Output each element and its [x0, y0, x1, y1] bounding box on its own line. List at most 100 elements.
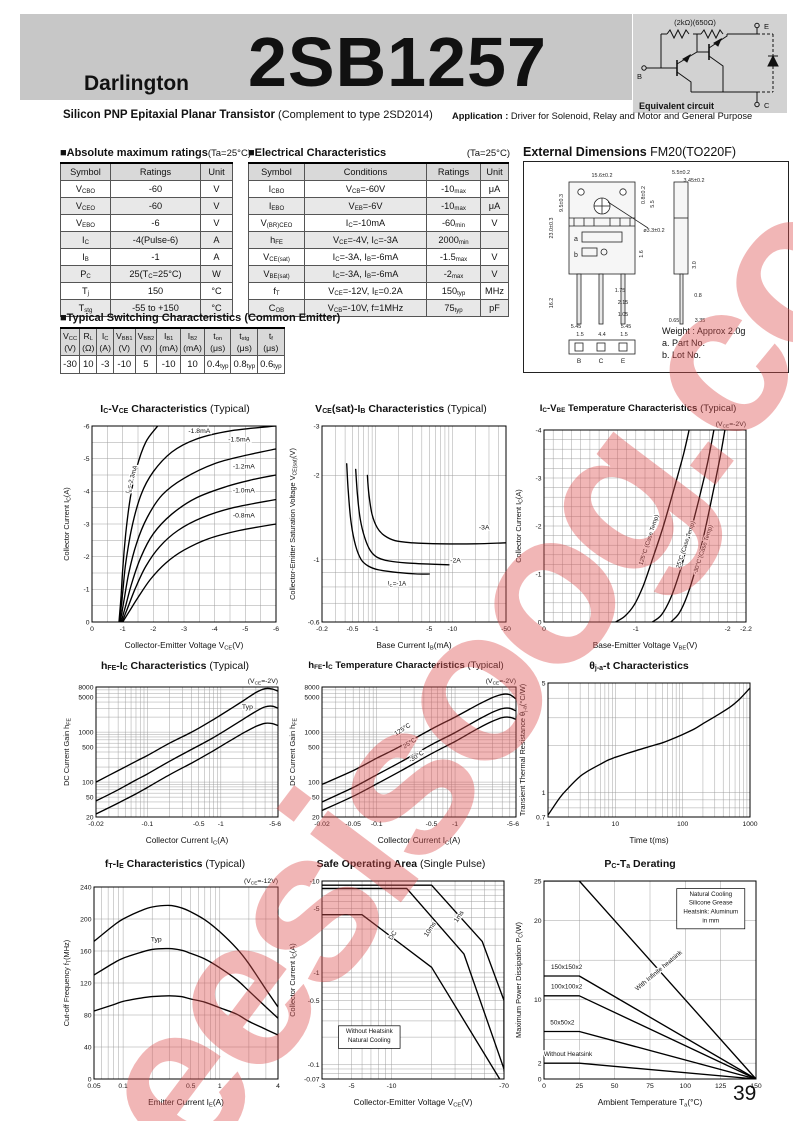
column-header: RL (Ω): [79, 327, 98, 356]
cell: VCE=-4V, IC=-3A: [304, 231, 427, 249]
cell: V(BR)CEO: [248, 214, 305, 232]
svg-text:1: 1: [546, 821, 550, 828]
svg-text:Typ: Typ: [151, 936, 162, 943]
svg-text:20: 20: [534, 918, 542, 925]
chart-plot: -0.2 -0.5 -1 -5 -10 -50 -3 -2 -1 -0.6 IC=-1A -2A -3A…: [288, 423, 511, 651]
svg-text:4.4: 4.4: [598, 332, 606, 338]
svg-text:0: 0: [538, 1076, 542, 1083]
svg-text:125: 125: [715, 1083, 727, 1090]
svg-text:in mm: in mm: [702, 917, 719, 924]
abs-max-condition: (Ta=25°C): [207, 148, 251, 159]
svg-text:Collector Current IC(A): Collector Current IC(A): [514, 489, 525, 563]
svg-text:125°C: 125°C: [393, 721, 413, 738]
svg-text:-4: -4: [83, 489, 89, 496]
svg-text:Without Heatsink: Without Heatsink: [544, 1051, 593, 1058]
series-min: [95, 722, 279, 815]
table-row: VCE(sat) IC=-3A, IB=-6mA -1.5max V: [248, 248, 509, 266]
svg-text:500: 500: [308, 744, 320, 751]
svg-text:Base-Emitter Voltage VBE(V): Base-Emitter Voltage VBE(V): [593, 640, 698, 652]
svg-text:Heatsink: Aluminum: Heatsink: Aluminum: [683, 909, 738, 916]
svg-text:-1.8mA: -1.8mA: [188, 428, 210, 435]
switching-table: VCC (V) RL (Ω) IC (A) VBB1 (V) VBB2 (V) IB1 (mA) IB2…: [59, 327, 522, 374]
svg-text:-0.5: -0.5: [347, 626, 359, 633]
svg-text:160: 160: [80, 948, 92, 955]
cell: VEBO: [60, 214, 111, 232]
svg-text:23.0±0.3: 23.0±0.3: [549, 218, 555, 239]
svg-text:120: 120: [80, 980, 92, 987]
table-row: VCEO -60 V: [60, 197, 233, 215]
cell: -4(Pulse-6): [110, 231, 201, 249]
cell: -10max: [426, 197, 481, 215]
svg-text:Collector Current IC(A): Collector Current IC(A): [146, 835, 229, 847]
cell: 150: [110, 282, 201, 300]
cell: 2000min: [426, 231, 481, 249]
svg-text:5: 5: [542, 680, 546, 687]
table-row: VBE(sat) IC=-3A, IB=-6mA -2max V: [248, 265, 509, 283]
svg-text:-6: -6: [273, 626, 279, 633]
svg-text:0.8±0.2: 0.8±0.2: [641, 186, 647, 204]
column-header: Conditions: [304, 162, 427, 181]
svg-text:150x150x2: 150x150x2: [551, 964, 583, 971]
series-thja: [547, 687, 751, 816]
abs-max-section: ■Absolute maximum ratings (Ta=25°C) Symb…: [60, 147, 251, 317]
svg-text:(VCE=-12V): (VCE=-12V): [244, 878, 278, 887]
svg-text:-1: -1: [313, 970, 319, 977]
cell: W: [200, 265, 233, 283]
svg-text:Weight : Approx 2.0g: Weight : Approx 2.0g: [662, 326, 745, 336]
cell: V: [480, 248, 509, 266]
svg-text:-5: -5: [83, 456, 89, 463]
svg-text:25: 25: [534, 878, 542, 885]
cell: PC: [60, 265, 111, 283]
device-description-normal: (Complement to type 2SD2014): [274, 109, 433, 121]
column-header: Symbol: [248, 162, 305, 181]
cell: V: [200, 214, 233, 232]
svg-text:50x50x2: 50x50x2: [550, 1019, 575, 1026]
terminal-b-label: B: [637, 72, 642, 81]
cell: VCB=-60V: [304, 180, 427, 198]
svg-text:16.2: 16.2: [549, 298, 555, 309]
svg-text:-2.2: -2.2: [740, 626, 752, 633]
svg-text:-2A: -2A: [450, 557, 461, 564]
application-note: Application : Driver for Solenoid, Relay…: [452, 111, 787, 121]
series-100x100x2: [543, 995, 757, 1080]
svg-text:-3: -3: [535, 475, 541, 482]
svg-text:0: 0: [542, 1083, 546, 1090]
equivalent-circuit-diagram: (2kΩ)(650Ω) E B C Equivalent circuit: [637, 18, 779, 111]
cell: ICBO: [248, 180, 305, 198]
svg-text:B: B: [577, 358, 581, 365]
device-description-bold: Silicon PNP Epitaxial Planar Transistor: [63, 109, 275, 121]
cell: V: [480, 265, 509, 283]
series-IB=-2.3mA: [118, 425, 160, 623]
chart-plot: 0 25 50 75 100 125 150 0 2 10 20 25 With Infinite he…: [514, 878, 762, 1109]
svg-text:100: 100: [680, 1083, 692, 1090]
cell: VCEO: [60, 197, 111, 215]
svg-text:40: 40: [84, 1044, 92, 1051]
cell: V: [480, 214, 509, 232]
svg-text:-10: -10: [447, 626, 457, 633]
svg-text:80: 80: [84, 1012, 92, 1019]
svg-text:0.5: 0.5: [186, 1083, 196, 1090]
table-row: VEBO -6 V: [60, 214, 233, 232]
chart-plot: -3 -5 -10 -70-10-5-1-0.5-0.1-0.071ms10msDCW…: [288, 878, 509, 1108]
chart-soa: Safe Operating Area (Single Pulse) -3 -5 -1…: [286, 858, 516, 1114]
cell: VCBO: [60, 180, 111, 198]
svg-text:-6: -6: [513, 821, 519, 828]
cell: -1.5max: [426, 248, 481, 266]
svg-text:(VCE=-2V): (VCE=-2V): [486, 678, 516, 687]
svg-text:-50: -50: [501, 626, 511, 633]
svg-text:Ambient Temperature Ta(°C): Ambient Temperature Ta(°C): [598, 1097, 703, 1109]
svg-text:DC Current Gain hFE: DC Current Gain hFE: [288, 718, 299, 786]
column-header: Unit: [200, 162, 233, 181]
svg-text:1.5: 1.5: [620, 332, 628, 338]
svg-text:2.15: 2.15: [618, 300, 629, 306]
cell: -60: [110, 197, 201, 215]
chart-title: fT-IE Characteristics (Typical): [104, 858, 246, 871]
series-IB=-1.0mA: [121, 498, 277, 623]
chart-title: PC-Ta Derating: [604, 858, 676, 871]
table-row: IEBO VEB=-6V -10max μA: [248, 197, 509, 215]
svg-text:25: 25: [576, 1083, 584, 1090]
svg-text:(VCE=-2V): (VCE=-2V): [716, 421, 746, 430]
chart-plot: 0 -1 -2 -3 -4 -5 -6 0 -1 -2 -3 -4 -5 -6 IB=-2.3mA -1.8m…: [62, 423, 279, 651]
svg-text:Time t(ms): Time t(ms): [629, 835, 669, 845]
